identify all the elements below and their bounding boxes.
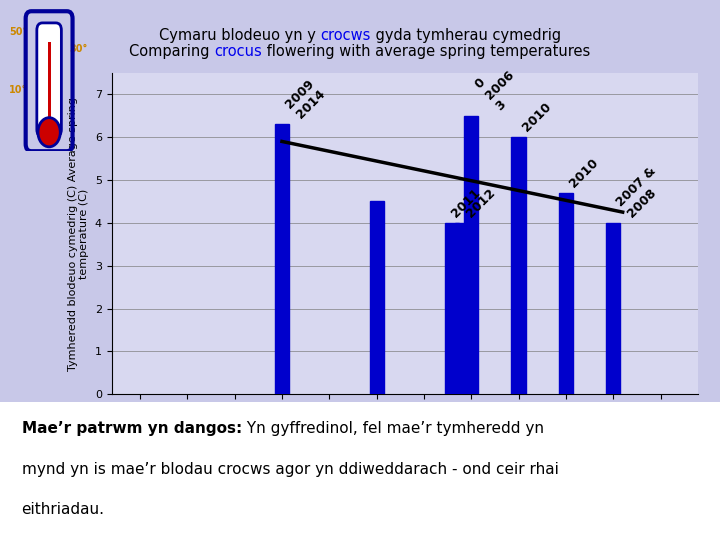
Y-axis label: Tymheredd blodeuo cymedrig (C) Average spring
temperature (C): Tymheredd blodeuo cymedrig (C) Average s…	[68, 97, 89, 370]
Text: 0
2006
3: 0 2006 3	[472, 58, 527, 113]
Text: eithriadau.: eithriadau.	[22, 502, 104, 517]
Text: 30°: 30°	[69, 44, 88, 54]
Text: 2010: 2010	[520, 100, 554, 134]
Text: gyda tymherau cymedrig: gyda tymherau cymedrig	[371, 28, 561, 43]
Text: 2007 &
2008: 2007 & 2008	[614, 165, 670, 220]
Text: Mae’r patrwm yn dangos:: Mae’r patrwm yn dangos:	[22, 421, 242, 436]
Bar	[511, 137, 526, 394]
Text: flowering with average spring temperatures: flowering with average spring temperatur…	[262, 44, 590, 59]
FancyBboxPatch shape	[37, 23, 61, 137]
Text: 2010: 2010	[567, 156, 600, 190]
Text: 10°: 10°	[9, 85, 27, 95]
X-axis label: Dyddiad blodeuo / Flowering date: Dyddiad blodeuo / Flowering date	[273, 420, 537, 434]
Text: 50°: 50°	[9, 26, 27, 37]
Text: crocws: crocws	[320, 28, 371, 43]
Text: mynd yn is mae’r blodau crocws agor yn ddiweddarach - ond ceir rhai: mynd yn is mae’r blodau crocws agor yn d…	[22, 462, 559, 477]
Bar	[464, 116, 478, 394]
Text: Comparing: Comparing	[130, 44, 215, 59]
Text: Cymaru blodeuo yn y: Cymaru blodeuo yn y	[159, 28, 320, 43]
Text: 2009
2014: 2009 2014	[283, 77, 328, 122]
Text: 2012: 2012	[464, 186, 498, 220]
Bar	[455, 223, 469, 394]
Text: 2011: 2011	[449, 186, 482, 220]
Text: Yn gyffredinol, fel mae’r tymheredd yn: Yn gyffredinol, fel mae’r tymheredd yn	[242, 421, 544, 436]
Bar	[445, 223, 459, 394]
Bar	[275, 124, 289, 394]
Bar	[369, 201, 384, 394]
Bar	[606, 223, 621, 394]
Bar	[559, 193, 573, 394]
Text: crocus: crocus	[215, 44, 262, 59]
Bar	[48, 42, 51, 129]
Circle shape	[38, 118, 60, 147]
